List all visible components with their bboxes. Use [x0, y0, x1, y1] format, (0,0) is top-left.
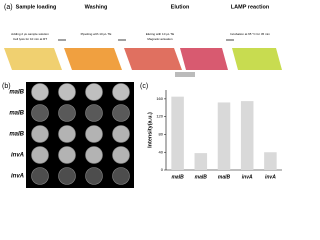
row-label: invA — [11, 153, 24, 159]
bar — [171, 96, 184, 170]
panel-label: (c) — [140, 83, 148, 90]
note: Pipetting with 10 μL TE — [81, 32, 112, 36]
row-label: malB — [9, 132, 24, 138]
step-title: Sample loading — [16, 4, 57, 10]
note: Cell lysis for 10 min at RT — [13, 37, 47, 41]
plate — [4, 48, 62, 70]
well — [112, 83, 130, 101]
y-tick-label: 160 — [156, 96, 163, 101]
well — [58, 125, 76, 143]
page: (a) Sample loading Washing Elution LAMP … — [2, 3, 282, 188]
magnet — [175, 72, 195, 77]
x-tick-label: malB — [218, 174, 231, 180]
row-label: invA — [11, 174, 24, 180]
well — [112, 146, 130, 164]
note: Eluting with 10 μL TE — [146, 32, 174, 36]
y-tick-label: 80 — [159, 132, 164, 137]
wells: malB malB malB invA invA — [9, 83, 130, 185]
well — [112, 167, 130, 185]
panel-label: (b) — [2, 83, 11, 90]
well — [58, 146, 76, 164]
note: Magnetic actuation — [147, 37, 173, 41]
y-tick-label: 40 — [159, 149, 164, 154]
panel-a: (a) Sample loading Washing Elution LAMP … — [4, 4, 282, 77]
x-tick-label: malB — [195, 174, 208, 180]
plate — [124, 48, 182, 70]
row-label: malB — [9, 90, 24, 96]
well — [112, 104, 130, 122]
well — [85, 125, 103, 143]
well — [58, 83, 76, 101]
note: Incubation at 65 °C for 45 min — [230, 32, 270, 36]
y-tick-label: 0 — [161, 167, 164, 172]
row-label: malB — [9, 111, 24, 117]
bar — [217, 102, 231, 170]
plate — [232, 48, 282, 70]
note: Adding 2 μL sample solution — [11, 32, 49, 36]
x-tick-label: invA — [265, 174, 276, 180]
figure: (a) Sample loading Washing Elution LAMP … — [2, 4, 282, 188]
panel-label: (a) — [4, 4, 13, 11]
bar — [240, 101, 254, 170]
y-tick-label: 120 — [156, 114, 163, 119]
bar-chart: 0 40 80 120 160 Intensity(a.u.) malB malB malB in… — [147, 90, 282, 180]
x-tick-label: malB — [171, 174, 184, 180]
well — [58, 167, 76, 185]
well — [31, 83, 49, 101]
well — [31, 167, 49, 185]
y-axis-label: Intensity(a.u.) — [147, 112, 153, 148]
step-title: Washing — [85, 4, 108, 10]
step-title: Elution — [171, 4, 190, 10]
bar — [194, 153, 208, 170]
plate — [180, 48, 228, 70]
plate — [64, 48, 122, 70]
well — [58, 104, 76, 122]
well — [31, 125, 49, 143]
bar — [264, 152, 277, 170]
x-tick-label: invA — [242, 174, 253, 180]
well — [85, 167, 103, 185]
well — [112, 125, 130, 143]
well — [85, 104, 103, 122]
step-title: LAMP reaction — [231, 4, 270, 10]
well — [31, 146, 49, 164]
well — [85, 83, 103, 101]
well — [31, 104, 49, 122]
well — [85, 146, 103, 164]
